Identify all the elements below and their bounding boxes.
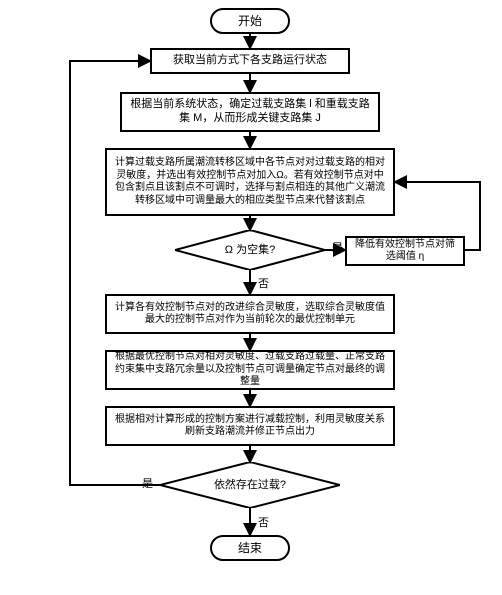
p2-node: 根据当前系统状态，确定过载支路集 l 和重载支路集 M，从而形成关键支路集 J [120, 92, 380, 132]
p3-node: 计算过载支路所属潮流转移区域中各节点对对过载支路的相对灵敏度，并选出有效控制节点… [105, 148, 395, 216]
p1-node: 获取当前方式下各支路运行状态 [150, 48, 350, 74]
peta-label: 降低有效控制节点对筛选阈值 η [353, 239, 457, 264]
p6-node: 根据相对计算形成的控制方案进行减载控制，利用灵敏度关系刷新支路潮流并修正节点出力 [105, 406, 395, 446]
p3-label: 计算过载支路所属潮流转移区域中各节点对对过载支路的相对灵敏度，并选出有效控制节点… [113, 157, 387, 207]
d2-no-label: 否 [256, 514, 271, 530]
end-label: 结束 [238, 541, 262, 556]
d1-no-label: 否 [256, 275, 271, 291]
d1-yes-label: 是 [330, 239, 345, 255]
p1-label: 获取当前方式下各支路运行状态 [173, 54, 327, 68]
p4-label: 计算各有效控制节点对的改进综合灵敏度，选取综合灵敏度值最大的控制节点对作为当前轮… [113, 302, 387, 327]
end-node: 结束 [210, 535, 290, 561]
p5-node: 根据最优控制节点对相对灵敏度、过载支路过载量、正常支路约束集中支路冗余量以及控制… [105, 350, 395, 390]
p4-node: 计算各有效控制节点对的改进综合灵敏度，选取综合灵敏度值最大的控制节点对作为当前轮… [105, 294, 395, 334]
p2-label: 根据当前系统状态，确定过载支路集 l 和重载支路集 M，从而形成关键支路集 J [128, 98, 372, 126]
d1-label: Ω 为空集? [225, 244, 275, 256]
d2-yes-label: 是 [140, 475, 155, 491]
p5-label: 根据最优控制节点对相对灵敏度、过载支路过载量、正常支路约束集中支路冗余量以及控制… [113, 351, 387, 389]
start-label: 开始 [238, 14, 262, 29]
d1-node: Ω 为空集? [175, 230, 325, 270]
start-node: 开始 [210, 8, 290, 34]
d2-node: 依然存在过载? [160, 462, 340, 508]
p6-label: 根据相对计算形成的控制方案进行减载控制，利用灵敏度关系刷新支路潮流并修正节点出力 [113, 414, 387, 439]
d2-label: 依然存在过载? [214, 479, 286, 491]
peta-node: 降低有效控制节点对筛选阈值 η [345, 236, 465, 266]
